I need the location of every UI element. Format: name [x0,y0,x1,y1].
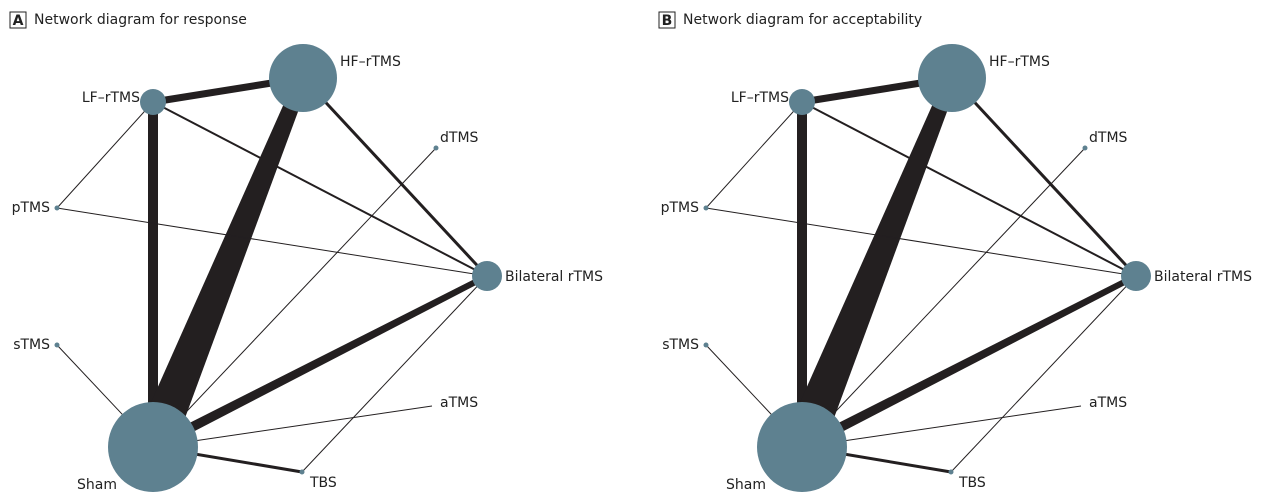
edge [705,101,803,209]
node [472,261,502,291]
node [269,44,337,112]
node [54,342,60,348]
edge [301,275,488,473]
edge [950,76,1138,278]
panel: A Network diagram for response LF–rTMS HF–r… [9,11,603,493]
panel-letter: B [662,13,673,29]
node [703,342,709,348]
node-label: Sham [726,477,766,493]
edge [134,75,310,455]
panel-letter-box [658,11,676,29]
node-label: Sham [77,477,117,493]
edge [152,74,304,106]
panel: B Network diagram for acceptability LF–rTM… [658,11,1252,493]
edge [705,207,1137,277]
node-label: TBS [958,475,986,491]
node-label: sTMS [13,337,50,353]
panel-letter-box [9,11,27,29]
node-label: Bilateral rTMS [1154,269,1252,285]
node [1082,145,1088,151]
edge [797,102,807,447]
node [757,402,847,492]
panel-letter: A [13,13,24,29]
node-label: HF–rTMS [340,54,401,70]
node-label: HF–rTMS [989,54,1050,70]
node [789,89,815,115]
edge [950,275,1137,473]
node [108,402,198,492]
node-label: dTMS [1089,130,1128,146]
edge [801,74,953,106]
edge [301,76,489,278]
edge [152,405,433,448]
node [703,205,709,211]
node-label: aTMS [440,395,478,411]
node-label: dTMS [440,130,479,146]
edge [152,147,437,448]
edge [799,273,1138,452]
node [948,469,954,475]
edge [150,273,489,452]
edge [801,405,1082,448]
edge [783,75,959,455]
node-label: LF–rTMS [731,90,789,106]
edge [56,101,154,209]
node [54,205,60,211]
node-label: LF–rTMS [82,90,140,106]
node-label: pTMS [661,200,700,216]
node-label: aTMS [1089,395,1127,411]
node [140,89,166,115]
edge [801,147,1086,448]
panel-title: Network diagram for response [34,12,247,28]
edge [56,207,488,277]
node-label: Bilateral rTMS [505,269,603,285]
node-label: TBS [309,475,337,491]
edge [152,101,488,277]
node [433,145,439,151]
edge [801,101,1137,277]
panel-title: Network diagram for acceptability [683,12,922,28]
node-label: sTMS [662,337,699,353]
node [1121,261,1151,291]
node-label: pTMS [12,200,51,216]
node [918,44,986,112]
node [299,469,305,475]
edge [148,102,158,447]
